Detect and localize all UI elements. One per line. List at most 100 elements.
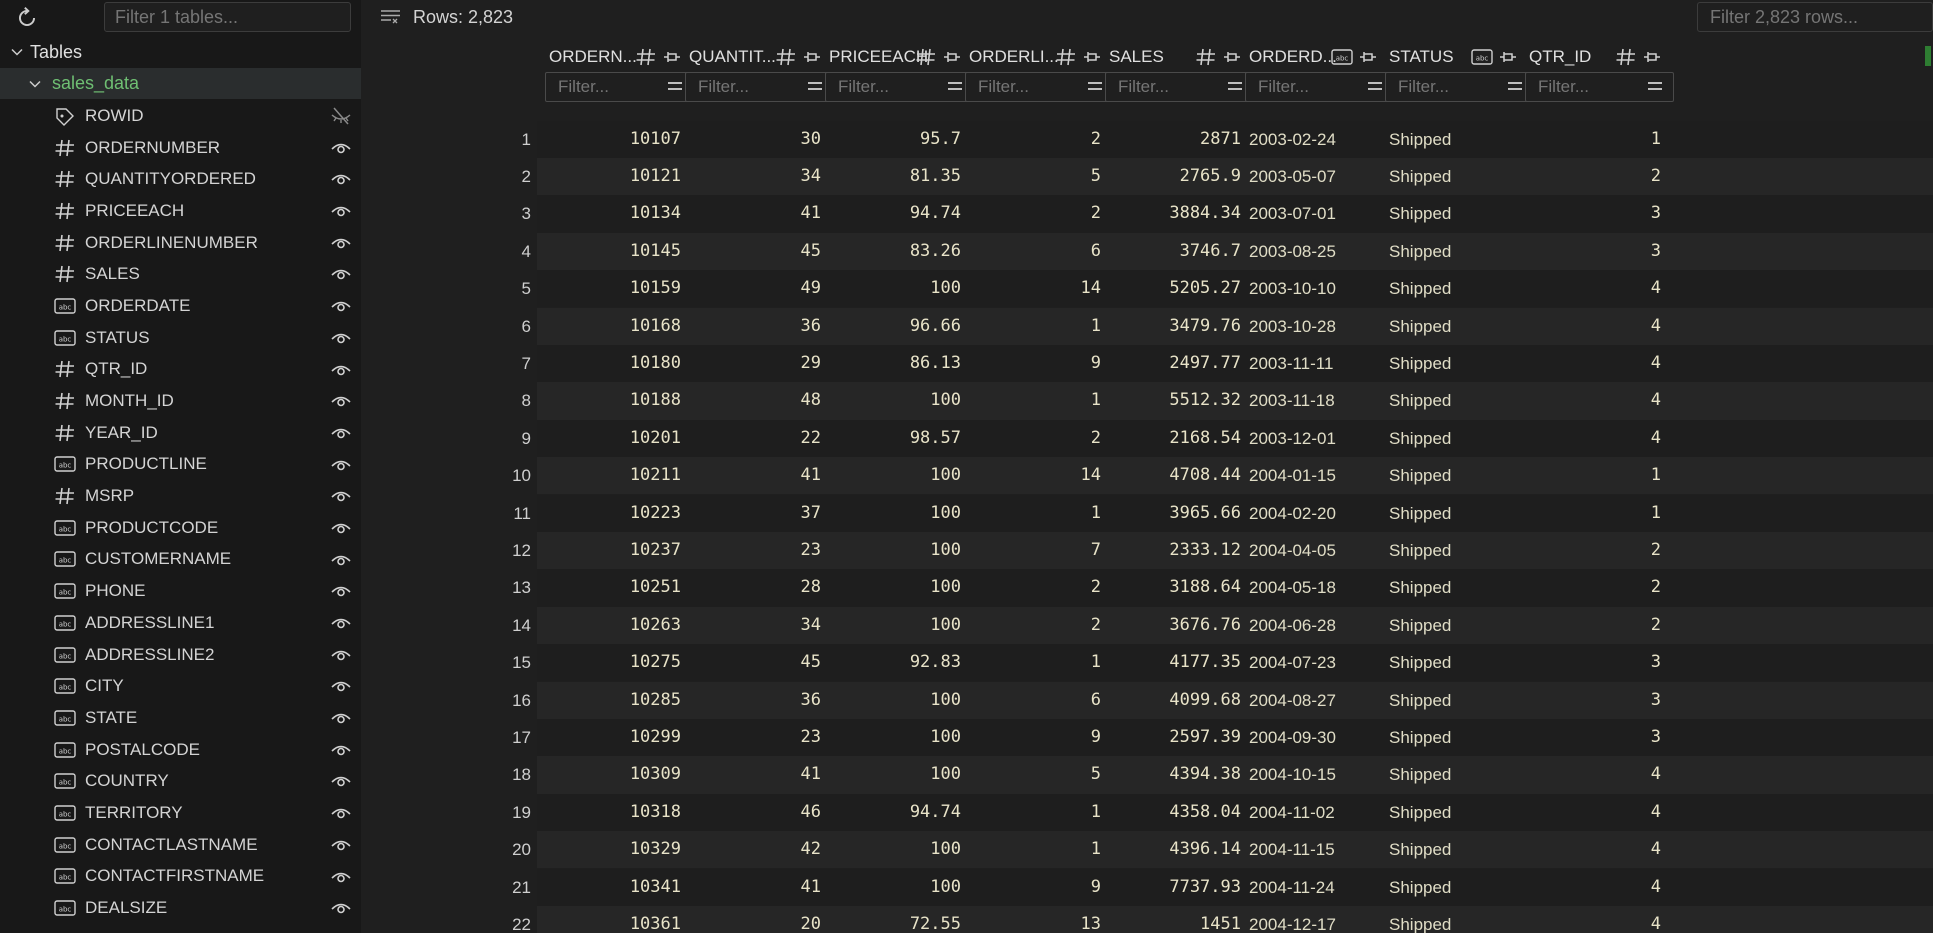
tables-section-header[interactable]: Tables <box>10 40 82 64</box>
table-cell[interactable]: 2004-11-02 <box>1249 802 1335 822</box>
pin-icon[interactable] <box>1643 48 1661 71</box>
table-cell[interactable]: 4 <box>1650 839 1661 860</box>
table-row[interactable]: 6 10168 36 96.66 1 3479.76 2003-10-28 Shipped 4 <box>361 307 1933 345</box>
table-cell[interactable]: 2003-07-01 <box>1249 204 1336 224</box>
table-cell[interactable]: 2497.77 <box>1169 352 1241 373</box>
table-cell[interactable]: 6 <box>1090 689 1101 710</box>
table-cell[interactable]: Shipped <box>1389 503 1452 523</box>
table-cell[interactable]: 10309 <box>629 764 681 785</box>
table-cell[interactable]: 23 <box>800 539 821 560</box>
column-filter-input[interactable] <box>685 72 834 102</box>
table-cell[interactable]: 81.35 <box>909 165 961 186</box>
table-row[interactable]: 1 10107 30 95.7 2 2871 2003-02-24 Shipped 1 <box>361 120 1933 158</box>
table-cell[interactable]: 2004-10-15 <box>1249 765 1336 785</box>
table-cell[interactable]: 42 <box>800 839 821 860</box>
table-cell[interactable]: 10168 <box>629 315 681 336</box>
eye-icon[interactable] <box>330 835 352 855</box>
table-cell[interactable]: 14 <box>1080 278 1101 299</box>
table-cell[interactable]: Shipped <box>1389 727 1452 747</box>
table-row[interactable]: 17 10299 23 100 9 2597.39 2004-09-30 Shipped 3 <box>361 718 1933 757</box>
table-cell[interactable]: 2003-08-25 <box>1249 241 1336 261</box>
table-cell[interactable]: 100 <box>930 614 961 635</box>
table-cell[interactable]: 10223 <box>629 502 681 523</box>
table-cell[interactable]: 10145 <box>629 240 681 261</box>
table-cell[interactable]: 3746.7 <box>1179 240 1241 261</box>
pin-icon[interactable] <box>943 48 961 71</box>
table-row[interactable]: 19 10318 46 94.74 1 4358.04 2004-11-02 Shipped 4 <box>361 793 1933 832</box>
table-cell[interactable]: 2003-12-01 <box>1249 428 1336 448</box>
column-item[interactable]: abc TERRITORY <box>0 797 361 829</box>
column-filter-input[interactable] <box>1525 72 1674 102</box>
table-cell[interactable]: Shipped <box>1389 615 1452 635</box>
table-cell[interactable]: 3 <box>1650 652 1661 673</box>
table-cell[interactable]: Shipped <box>1389 840 1452 860</box>
column-item[interactable]: abc STATE <box>0 702 361 734</box>
filter-operator-icon[interactable] <box>666 78 684 94</box>
table-cell[interactable]: 10275 <box>629 652 681 673</box>
table-cell[interactable]: 2004-05-18 <box>1249 578 1336 598</box>
table-cell[interactable]: 45 <box>800 652 821 673</box>
table-cell[interactable]: 2 <box>1650 577 1661 598</box>
table-cell[interactable]: 2765.9 <box>1179 165 1241 186</box>
column-item[interactable]: MONTH_ID <box>0 385 361 417</box>
column-item[interactable]: abc STATUS <box>0 322 361 354</box>
table-cell[interactable]: 22 <box>800 427 821 448</box>
table-cell[interactable]: 2 <box>1650 539 1661 560</box>
column-header[interactable]: QUANTIT... <box>689 44 829 70</box>
table-cell[interactable]: 4 <box>1650 801 1661 822</box>
table-cell[interactable]: 100 <box>930 726 961 747</box>
scrollbar-marker[interactable] <box>1925 46 1931 66</box>
column-item[interactable]: abc PHONE <box>0 575 361 607</box>
table-cell[interactable]: 10188 <box>629 390 681 411</box>
table-cell[interactable]: 5512.32 <box>1169 390 1241 411</box>
eye-icon[interactable] <box>330 296 352 316</box>
table-cell[interactable]: 4358.04 <box>1169 801 1241 822</box>
table-cell[interactable]: 4 <box>1650 913 1661 933</box>
table-cell[interactable]: 29 <box>800 352 821 373</box>
pin-icon[interactable] <box>803 48 821 71</box>
table-cell[interactable]: 45 <box>800 240 821 261</box>
eye-icon[interactable] <box>330 455 352 475</box>
table-cell[interactable]: 41 <box>800 764 821 785</box>
eye-icon[interactable] <box>330 391 352 411</box>
table-cell[interactable]: 2003-02-24 <box>1249 129 1336 149</box>
table-cell[interactable]: 10361 <box>629 913 681 933</box>
table-cell[interactable]: 2871 <box>1200 128 1241 149</box>
filter-operator-icon[interactable] <box>1366 78 1384 94</box>
table-cell[interactable]: 5 <box>1090 165 1101 186</box>
table-cell[interactable]: 4 <box>1650 427 1661 448</box>
table-row[interactable]: 21 10341 41 100 9 7737.93 2004-11-24 Shipped 4 <box>361 868 1933 906</box>
column-item[interactable]: ORDERLINENUMBER <box>0 227 361 259</box>
table-cell[interactable]: Shipped <box>1389 428 1452 448</box>
column-item[interactable]: ROWID <box>0 100 361 132</box>
table-row[interactable]: 7 10180 29 86.13 9 2497.77 2003-11-11 Shipped 4 <box>361 344 1933 383</box>
column-filter-input[interactable] <box>545 72 694 102</box>
table-row[interactable]: 2 10121 34 81.35 5 2765.9 2003-05-07 Shipped 2 <box>361 157 1933 196</box>
table-row[interactable]: 18 10309 41 100 5 4394.38 2004-10-15 Shipped 4 <box>361 756 1933 794</box>
table-cell[interactable]: 4396.14 <box>1169 839 1241 860</box>
table-cell[interactable]: 2 <box>1090 128 1101 149</box>
table-cell[interactable]: 3 <box>1650 689 1661 710</box>
table-cell[interactable]: 100 <box>930 465 961 486</box>
table-cell[interactable]: 37 <box>800 502 821 523</box>
table-cell[interactable]: 10251 <box>629 577 681 598</box>
table-cell[interactable]: 49 <box>800 278 821 299</box>
pin-icon[interactable] <box>1083 48 1101 71</box>
eye-icon[interactable] <box>330 518 352 538</box>
table-cell[interactable]: 2004-12-17 <box>1249 914 1336 933</box>
eye-icon[interactable] <box>330 803 352 823</box>
table-row[interactable]: 14 10263 34 100 2 3676.76 2004-06-28 Shipped 2 <box>361 606 1933 645</box>
column-filter-input[interactable] <box>1245 72 1394 102</box>
table-cell[interactable]: Shipped <box>1389 690 1452 710</box>
table-cell[interactable]: 1 <box>1090 315 1101 336</box>
eye-icon[interactable] <box>330 328 352 348</box>
table-cell[interactable]: 4099.68 <box>1169 689 1241 710</box>
filter-tables-input[interactable] <box>104 2 351 32</box>
table-cell[interactable]: 14 <box>1080 465 1101 486</box>
table-cell[interactable]: 41 <box>800 203 821 224</box>
table-cell[interactable]: Shipped <box>1389 765 1452 785</box>
eye-icon[interactable] <box>330 138 352 158</box>
table-cell[interactable]: Shipped <box>1389 802 1452 822</box>
table-cell[interactable]: 96.66 <box>909 315 961 336</box>
table-cell[interactable]: 4 <box>1650 315 1661 336</box>
